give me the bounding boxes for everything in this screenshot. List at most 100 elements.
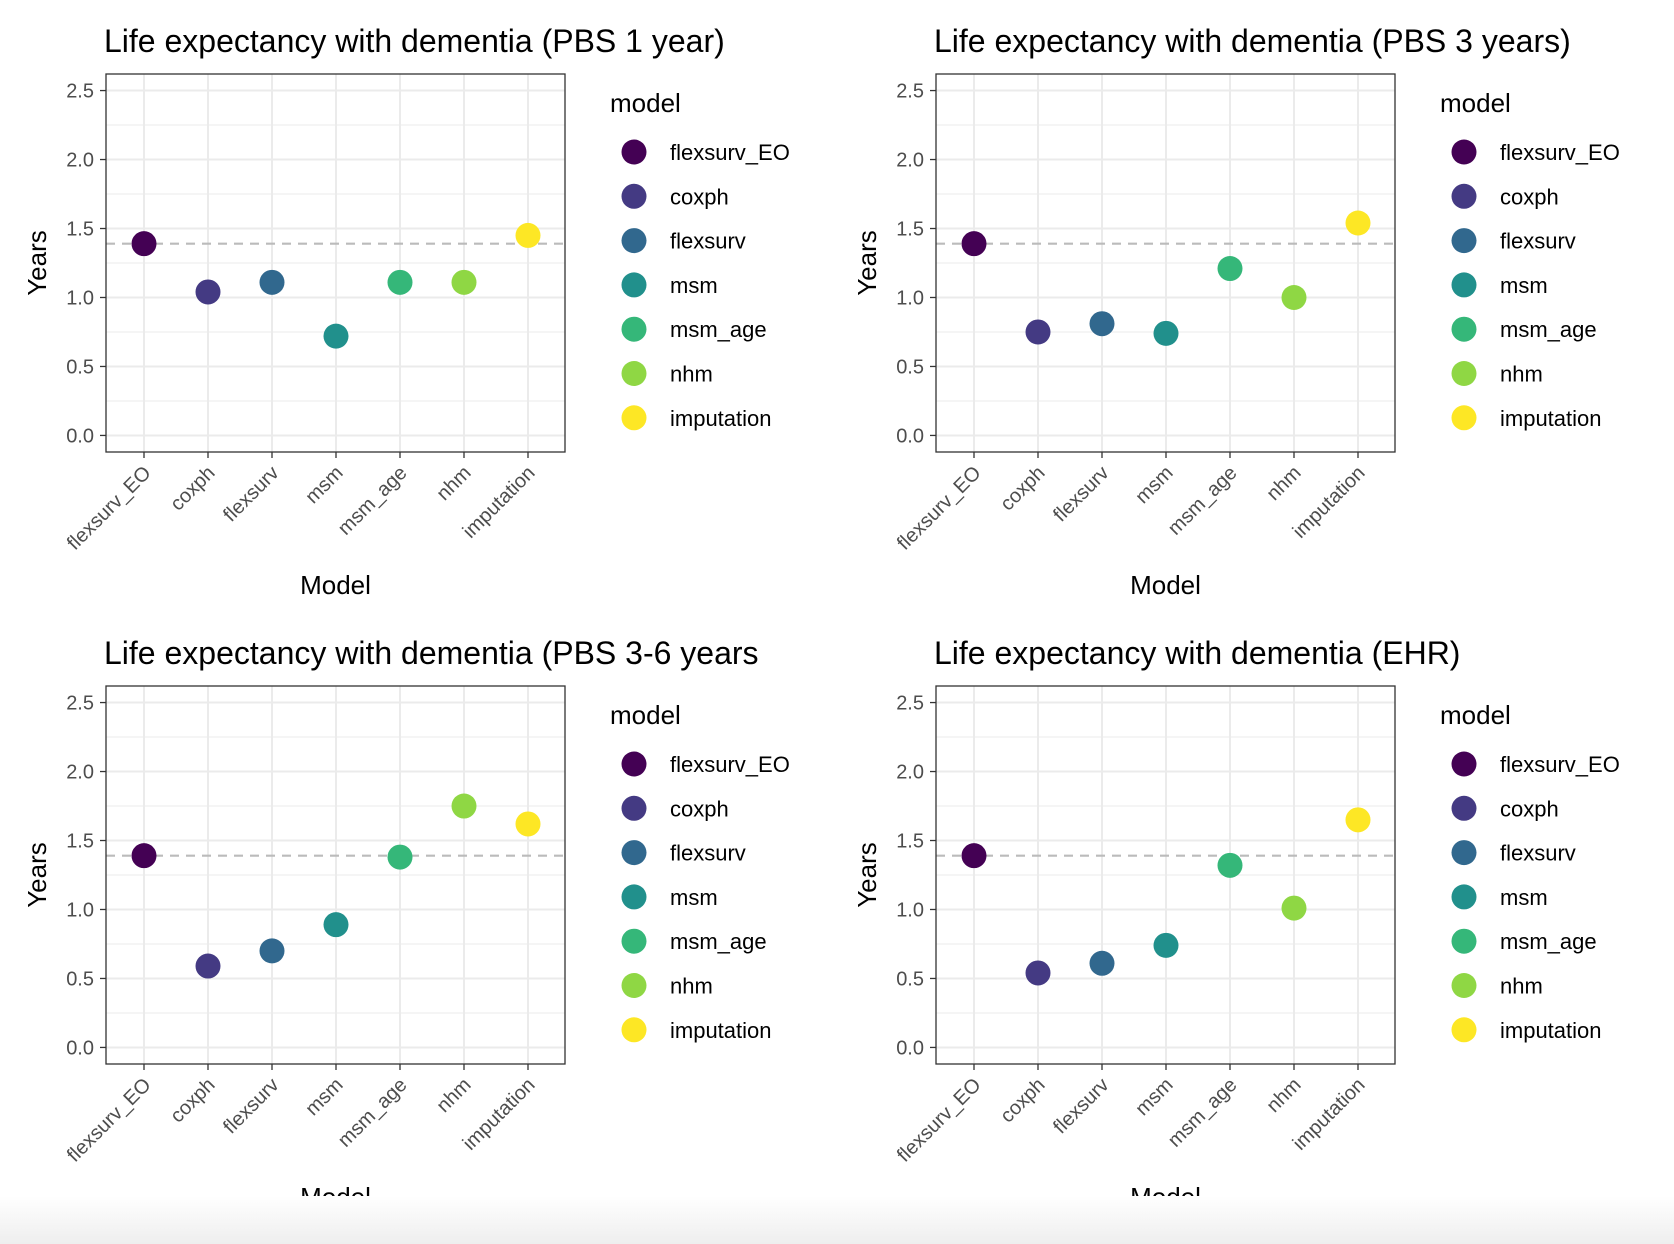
bottom-shade — [0, 1196, 1674, 1244]
data-point-msm_age — [1217, 852, 1243, 878]
legend-label-flexsurv: flexsurv — [670, 229, 746, 254]
x-tick-label: flexsurv — [1049, 462, 1113, 526]
legend-label-imputation: imputation — [670, 1018, 772, 1043]
y-tick-label: 2.5 — [66, 81, 94, 103]
legend-key-msm — [621, 272, 647, 298]
chart-title: Life expectancy with dementia (PBS 3 yea… — [934, 23, 1571, 59]
legend-label-coxph: coxph — [1500, 796, 1559, 821]
chart-title: Life expectancy with dementia (PBS 1 yea… — [104, 23, 725, 59]
x-tick-label: nhm — [1262, 462, 1305, 505]
data-point-nhm — [451, 793, 477, 819]
y-tick-label: 2.5 — [896, 81, 924, 103]
legend-key-coxph — [1451, 183, 1477, 209]
legend-label-coxph: coxph — [670, 184, 729, 209]
data-point-imputation — [1345, 210, 1371, 236]
legend-key-coxph — [621, 795, 647, 821]
x-axis-title: Model — [300, 570, 371, 600]
y-tick-label: 0.0 — [896, 1037, 924, 1059]
chart-panel-3: Life expectancy with dementia (PBS 3-6 y… — [22, 635, 790, 1212]
y-tick-label: 0.0 — [66, 1037, 94, 1059]
legend-key-coxph — [1451, 795, 1477, 821]
legend-key-msm — [621, 884, 647, 910]
chart-panel-2: Life expectancy with dementia (PBS 3 yea… — [852, 23, 1620, 600]
legend-key-flexsurv_EO — [621, 751, 647, 777]
data-point-flexsurv_EO — [131, 231, 157, 257]
legend-label-nhm: nhm — [1500, 974, 1543, 999]
legend-label-imputation: imputation — [1500, 1018, 1602, 1043]
legend-label-nhm: nhm — [1500, 362, 1543, 387]
y-tick-label: 0.5 — [66, 968, 94, 990]
chart-title: Life expectancy with dementia (PBS 3-6 y… — [104, 635, 759, 671]
legend-key-flexsurv_EO — [1451, 139, 1477, 165]
y-tick-label: 1.0 — [896, 899, 924, 921]
x-tick-label: flexsurv — [219, 1074, 283, 1138]
data-point-flexsurv — [259, 938, 285, 964]
legend-key-msm_age — [621, 928, 647, 954]
y-axis-title: Years — [22, 230, 52, 296]
y-axis-title: Years — [22, 842, 52, 908]
legend-title: model — [610, 88, 681, 118]
x-tick-label: msm — [1131, 462, 1177, 508]
legend-key-imputation — [621, 405, 647, 431]
data-point-flexsurv_EO — [961, 843, 987, 869]
y-tick-label: 0.0 — [896, 425, 924, 447]
x-tick-label: msm_age — [1164, 1074, 1242, 1152]
legend-label-flexsurv_EO: flexsurv_EO — [670, 752, 790, 777]
legend-key-coxph — [621, 183, 647, 209]
legend-key-flexsurv — [621, 228, 647, 254]
y-tick-label: 2.0 — [66, 150, 94, 172]
legend-label-msm: msm — [1500, 273, 1548, 298]
legend-label-imputation: imputation — [1500, 406, 1602, 431]
data-point-coxph — [1025, 960, 1051, 986]
legend-key-flexsurv — [1451, 228, 1477, 254]
y-tick-label: 0.0 — [66, 425, 94, 447]
x-axis-title: Model — [1130, 570, 1201, 600]
y-axis-title: Years — [852, 230, 882, 296]
y-tick-label: 1.0 — [66, 287, 94, 309]
x-tick-label: msm — [301, 462, 347, 508]
y-tick-label: 1.0 — [66, 899, 94, 921]
x-tick-label: nhm — [432, 1074, 475, 1117]
legend-title: model — [1440, 88, 1511, 118]
y-tick-label: 1.5 — [66, 831, 94, 853]
chart-title: Life expectancy with dementia (EHR) — [934, 635, 1460, 671]
y-tick-label: 1.5 — [66, 219, 94, 241]
legend-label-flexsurv: flexsurv — [1500, 841, 1576, 866]
y-tick-label: 2.0 — [896, 762, 924, 784]
legend-key-msm — [1451, 884, 1477, 910]
legend-key-nhm — [1451, 361, 1477, 386]
legend-label-nhm: nhm — [670, 362, 713, 387]
x-tick-label: coxph — [996, 462, 1049, 515]
legend-key-nhm — [621, 973, 647, 998]
x-tick-label: msm — [1131, 1074, 1177, 1120]
data-point-msm — [1153, 932, 1179, 958]
legend-label-msm: msm — [670, 273, 718, 298]
legend-key-imputation — [621, 1017, 647, 1043]
x-tick-label: flexsurv_EO — [893, 462, 986, 555]
y-tick-label: 2.0 — [66, 762, 94, 784]
y-tick-label: 2.5 — [896, 693, 924, 715]
y-tick-label: 1.5 — [896, 831, 924, 853]
data-point-imputation — [515, 222, 541, 248]
x-tick-label: coxph — [166, 462, 219, 515]
legend-label-flexsurv_EO: flexsurv_EO — [1500, 752, 1620, 777]
data-point-msm — [323, 323, 349, 349]
legend-label-nhm: nhm — [670, 974, 713, 999]
x-tick-label: nhm — [432, 462, 475, 505]
x-tick-label: flexsurv_EO — [63, 462, 156, 555]
legend-label-flexsurv: flexsurv — [670, 841, 746, 866]
data-point-coxph — [1025, 319, 1051, 345]
data-point-imputation — [1345, 807, 1371, 833]
x-tick-label: msm_age — [334, 1074, 412, 1152]
x-tick-label: flexsurv_EO — [63, 1074, 156, 1167]
legend-title: model — [610, 700, 681, 730]
x-tick-label: coxph — [166, 1074, 219, 1127]
y-tick-label: 1.5 — [896, 219, 924, 241]
legend-key-nhm — [621, 361, 647, 386]
data-point-msm_age — [1217, 256, 1243, 282]
chart-panel-4: Life expectancy with dementia (EHR) 0.0 0.… — [852, 635, 1620, 1212]
data-point-nhm — [1281, 895, 1307, 921]
data-point-flexsurv — [259, 269, 285, 295]
x-tick-label: msm — [301, 1074, 347, 1120]
legend-label-msm_age: msm_age — [670, 317, 767, 342]
